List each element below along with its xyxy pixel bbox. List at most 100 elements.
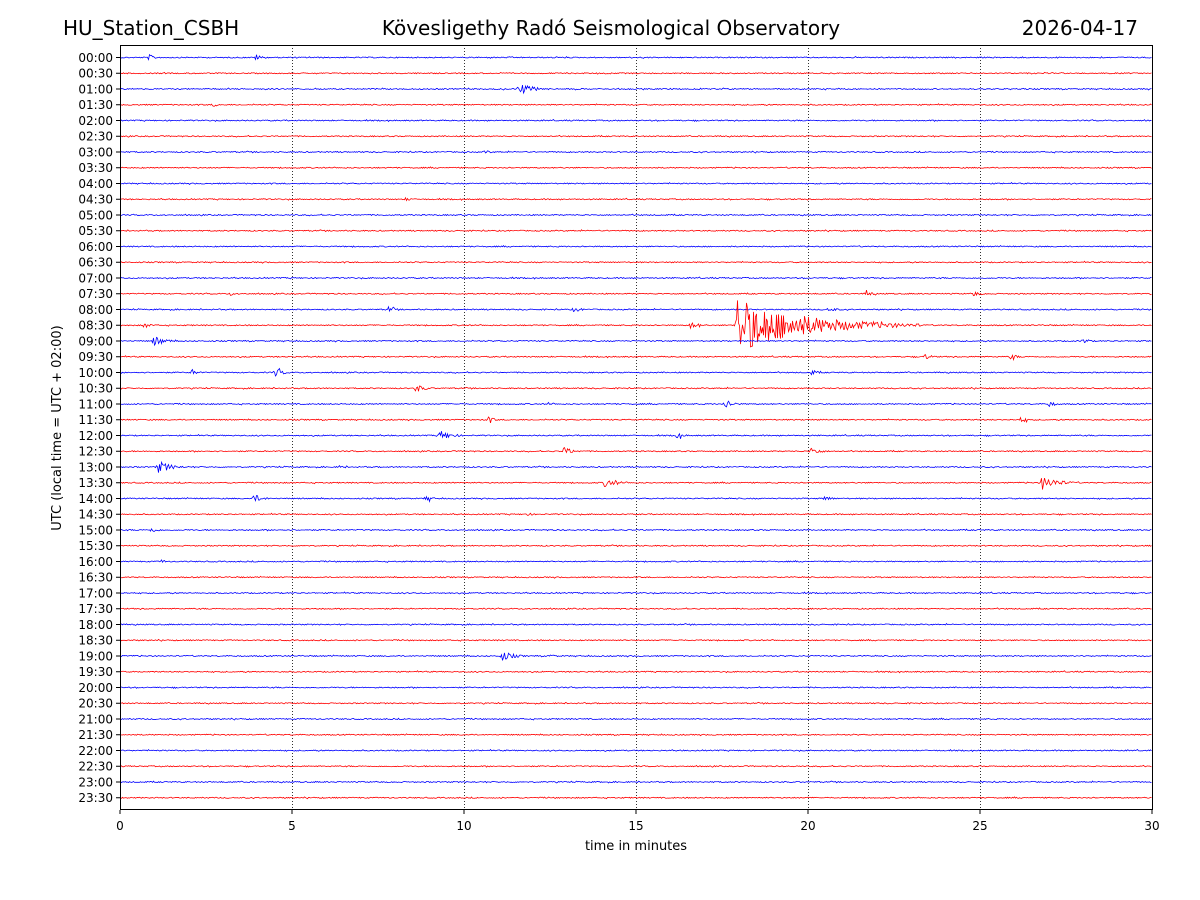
y-tick-label: 14:00 <box>78 492 113 506</box>
trace-0900 <box>119 336 1152 347</box>
y-tick-label: 16:30 <box>78 571 113 585</box>
y-tick-label: 20:00 <box>78 681 113 695</box>
x-tick-label: 25 <box>972 819 987 833</box>
trace-0330 <box>119 166 1152 170</box>
y-axis-label: UTC (local time = UTC + 02:00) <box>50 325 65 530</box>
y-tick-label: 15:00 <box>78 523 113 537</box>
x-tick-label: 30 <box>1144 819 1159 833</box>
trace-0630 <box>119 260 1152 264</box>
x-axis-label: time in minutes <box>585 839 687 854</box>
trace-1900 <box>119 652 1152 661</box>
y-tick-label: 10:30 <box>78 382 113 396</box>
trace-2230 <box>119 764 1152 768</box>
y-tick-label: 18:00 <box>78 618 113 632</box>
trace-2130 <box>119 733 1152 737</box>
trace-0830 <box>119 300 1152 348</box>
y-tick-label: 22:00 <box>78 744 113 758</box>
y-tick-label: 13:30 <box>78 476 113 490</box>
trace-0530 <box>119 229 1152 233</box>
y-tick-label: 07:00 <box>78 271 113 285</box>
trace-0230 <box>119 134 1152 138</box>
trace-0130 <box>119 103 1152 107</box>
y-tick-label: 11:30 <box>78 413 113 427</box>
trace-0730 <box>119 290 1152 297</box>
y-tick-label: 00:00 <box>78 51 113 65</box>
y-tick-label: 23:30 <box>78 791 113 805</box>
y-tick-label: 14:30 <box>78 508 113 522</box>
trace-1600 <box>119 559 1152 564</box>
traces <box>119 53 1152 800</box>
trace-1000 <box>119 367 1152 377</box>
trace-1230 <box>119 447 1152 454</box>
trace-1700 <box>119 591 1152 595</box>
y-tick-label: 02:00 <box>78 114 113 128</box>
x-tick-label: 5 <box>288 819 296 833</box>
y-tick-label: 09:00 <box>78 334 113 348</box>
chart-date: 2026-04-17 <box>1021 16 1138 40</box>
x-tick-label: 15 <box>628 819 643 833</box>
y-tick-label: 11:00 <box>78 397 113 411</box>
trace-0500 <box>119 213 1152 217</box>
trace-1530 <box>119 544 1152 548</box>
y-tick-label: 16:00 <box>78 555 113 569</box>
trace-1400 <box>119 495 1152 503</box>
y-tick-label: 03:00 <box>78 145 113 159</box>
y-tick-label: 19:30 <box>78 665 113 679</box>
trace-0800 <box>119 305 1152 313</box>
x-tick-label: 0 <box>116 819 124 833</box>
trace-2330 <box>119 796 1152 800</box>
x-axis-ticks: 0 5 10 15 20 25 30 <box>116 810 1160 833</box>
y-tick-label: 21:00 <box>78 712 113 726</box>
trace-1930 <box>119 670 1152 674</box>
trace-0930 <box>119 354 1152 362</box>
trace-2200 <box>119 748 1152 753</box>
trace-2030 <box>119 701 1152 705</box>
plot-frame <box>120 45 1153 810</box>
trace-1500 <box>119 527 1152 532</box>
trace-1430 <box>119 512 1152 516</box>
y-tick-label: 06:30 <box>78 256 113 270</box>
grid-lines <box>292 45 981 810</box>
y-tick-label: 08:30 <box>78 319 113 333</box>
y-tick-label: 00:30 <box>78 67 113 81</box>
y-tick-label: 15:30 <box>78 539 113 553</box>
trace-2000 <box>119 685 1152 689</box>
trace-1730 <box>119 607 1152 611</box>
y-tick-label: 22:30 <box>78 760 113 774</box>
trace-1130 <box>119 416 1152 424</box>
trace-0430 <box>119 196 1152 202</box>
y-tick-label: 12:00 <box>78 429 113 443</box>
station-label: HU_Station_CSBH <box>63 16 240 40</box>
trace-1030 <box>119 385 1152 392</box>
trace-1830 <box>119 638 1152 642</box>
y-tick-label: 19:00 <box>78 649 113 663</box>
trace-0400 <box>119 181 1152 185</box>
y-tick-label: 04:00 <box>78 177 113 191</box>
y-tick-label: 02:30 <box>78 130 113 144</box>
trace-0700 <box>119 276 1152 280</box>
trace-2300 <box>119 780 1152 784</box>
y-tick-label: 10:00 <box>78 366 113 380</box>
y-tick-label: 09:30 <box>78 350 113 364</box>
y-tick-label: 07:30 <box>78 287 113 301</box>
y-tick-label: 05:30 <box>78 224 113 238</box>
trace-0000 <box>119 53 1152 61</box>
trace-1200 <box>119 431 1152 439</box>
y-tick-label: 04:30 <box>78 193 113 207</box>
y-tick-label: 21:30 <box>78 728 113 742</box>
x-tick-label: 10 <box>456 819 471 833</box>
x-tick-label: 20 <box>800 819 815 833</box>
y-tick-label: 13:00 <box>78 460 113 474</box>
trace-1300 <box>119 460 1152 473</box>
y-tick-label: 05:00 <box>78 208 113 222</box>
y-tick-label: 17:30 <box>78 602 113 616</box>
trace-0200 <box>119 119 1152 123</box>
y-tick-label: 12:30 <box>78 445 113 459</box>
trace-0100 <box>119 84 1152 95</box>
chart-title: Kövesligethy Radó Seismological Observat… <box>381 16 841 40</box>
y-tick-label: 20:30 <box>78 697 113 711</box>
trace-0600 <box>119 244 1152 248</box>
y-tick-label: 23:00 <box>78 775 113 789</box>
trace-1630 <box>119 575 1152 579</box>
